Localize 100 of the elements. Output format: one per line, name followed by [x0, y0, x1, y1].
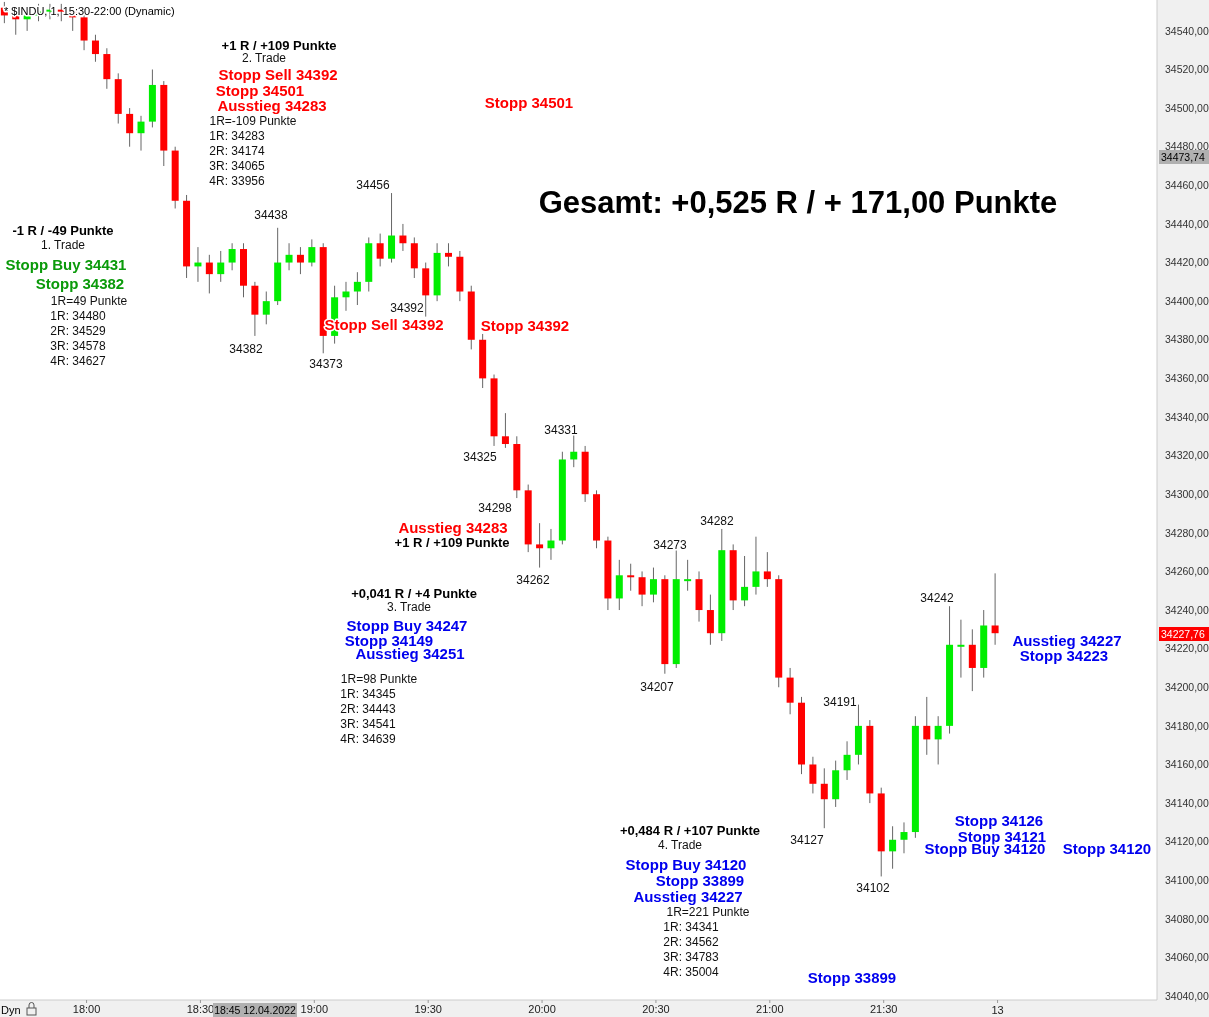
- annotation: Stopp 34382: [35, 274, 125, 292]
- annotation: 34382: [229, 342, 264, 356]
- annotation: 2R: 34562: [663, 935, 720, 949]
- text: Dyn: [1, 1004, 21, 1016]
- annotation: 3. Trade: [386, 600, 432, 614]
- x-tick-label: 19:00: [300, 1002, 329, 1015]
- candlestick: [684, 559, 692, 592]
- annotation: 34242: [920, 591, 955, 605]
- annotation: 34373: [309, 357, 344, 371]
- y-tick-label: 34280,00: [1165, 526, 1209, 539]
- annotation: 34282: [700, 514, 735, 528]
- annotation: 1R: 34480: [50, 309, 107, 323]
- annotation: 34262: [516, 573, 551, 587]
- annotation: Stopp Buy 34247: [346, 616, 468, 634]
- x-tick-label: 20:00: [528, 1002, 556, 1015]
- annotation: 4R: 34639: [340, 732, 397, 746]
- candlestick: [627, 563, 635, 592]
- annotation: 34127: [790, 833, 825, 847]
- annotation: 34191: [823, 695, 858, 709]
- annotation: +0,041 R / +4 Punkte: [351, 585, 477, 601]
- annotation: 1. Trade: [40, 238, 86, 252]
- candlestick: [376, 233, 384, 267]
- candlestick: [353, 271, 361, 306]
- annotation: 3R: 34541: [340, 717, 397, 731]
- annotation: 4. Trade: [657, 838, 703, 852]
- annotation: +0,484 R / +107 Punkte: [619, 822, 761, 838]
- annotation: 1R: 34345: [340, 687, 397, 701]
- annotation: 4R: 35004: [663, 965, 720, 979]
- candlestick: [501, 412, 509, 449]
- annotation: 1R: 34283: [209, 129, 266, 143]
- y-tick-label: 34060,00: [1165, 951, 1209, 964]
- y-tick-label: 34420,00: [1165, 256, 1209, 269]
- candlestick: [399, 223, 407, 252]
- candlestick: [934, 715, 942, 765]
- annotation: 2. Trade: [241, 51, 287, 65]
- annotation: Stopp 34120: [1062, 839, 1152, 857]
- y-tick-label: 34360,00: [1165, 372, 1209, 385]
- annotation: Stopp Sell 34392: [218, 65, 338, 83]
- text: 34227,76: [1161, 628, 1205, 640]
- annotation: 3R: 34783: [663, 950, 720, 964]
- y-tick-label: 34120,00: [1165, 835, 1209, 848]
- candlestick: [649, 567, 657, 603]
- y-tick-label: 34460,00: [1165, 179, 1209, 192]
- y-tick-label: 34100,00: [1165, 874, 1209, 887]
- annotation: 2R: 34174: [209, 144, 266, 158]
- annotation: 34438: [254, 208, 289, 222]
- text: 13: [991, 1004, 1004, 1016]
- x-tick-label: 21:30: [869, 1002, 898, 1015]
- candlestick: [843, 740, 851, 781]
- annotation: Ausstieg 34227: [1012, 631, 1122, 649]
- y-tick-label: 34080,00: [1165, 912, 1209, 925]
- annotation: 34392: [390, 301, 425, 315]
- candlestick: [296, 246, 304, 275]
- annotation: 34325: [463, 450, 498, 464]
- annotation: Stopp Buy 34431: [5, 255, 127, 273]
- annotation: 34331: [544, 423, 579, 437]
- candlestick: [536, 522, 544, 569]
- candlestick: [262, 291, 270, 325]
- y-tick-label: 34440,00: [1165, 217, 1209, 230]
- candlestick: [217, 250, 225, 283]
- candlestick: [228, 242, 236, 271]
- annotation: Stopp 33899: [807, 968, 897, 986]
- candlestick: [820, 767, 828, 829]
- y-tick-label: 34260,00: [1165, 565, 1209, 578]
- annotation: 1R=49 Punkte: [50, 294, 128, 308]
- annotation: 4R: 34627: [50, 354, 107, 368]
- candlestick: [91, 34, 99, 63]
- x-tick-label: 20:30: [642, 1002, 670, 1015]
- candlestick: [388, 192, 396, 264]
- annotation: +1 R / +109 Punkte: [221, 37, 337, 53]
- candlestick: [308, 238, 316, 267]
- x-tick-label: 21:00: [756, 1002, 784, 1015]
- y-tick-label: 34180,00: [1165, 719, 1209, 732]
- y-tick-label: 34300,00: [1165, 487, 1209, 500]
- candlestick: [444, 242, 452, 267]
- candlestick: [809, 756, 817, 794]
- candlestick: [285, 242, 293, 271]
- candlestick: [137, 115, 145, 152]
- annotation: 2R: 34529: [50, 324, 107, 338]
- candlestick: [741, 555, 749, 607]
- text: 34473,74: [1161, 151, 1205, 163]
- annotation: Ausstieg 34283: [398, 518, 508, 536]
- candlestick: [923, 696, 931, 756]
- annotation: 34207: [640, 680, 675, 694]
- candlestick: [900, 821, 908, 854]
- y-tick-label: 34320,00: [1165, 449, 1209, 462]
- candlestick: [80, 13, 88, 51]
- annotation: 1R=98 Punkte: [340, 672, 418, 686]
- annotation: Stopp Buy 34120: [625, 855, 747, 873]
- annotation: 1R: 34341: [663, 920, 720, 934]
- candlestick: [638, 570, 646, 607]
- candlestick: [752, 536, 760, 596]
- y-tick-label: 34380,00: [1165, 333, 1209, 346]
- x-tick-label: 19:30: [414, 1002, 442, 1015]
- y-tick-label: 34340,00: [1165, 410, 1209, 423]
- annotation: 1R=-109 Punkte: [209, 114, 297, 128]
- y-tick-label: 34480,00: [1165, 140, 1209, 153]
- y-tick-label: 34040,00: [1165, 989, 1209, 1002]
- y-tick-label: 34500,00: [1165, 101, 1209, 114]
- candlestick: [570, 433, 578, 468]
